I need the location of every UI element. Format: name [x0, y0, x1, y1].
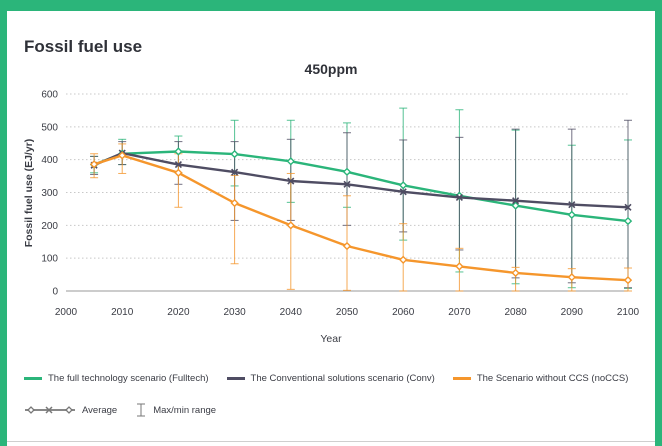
data-point [511, 201, 520, 210]
data-point [342, 241, 352, 251]
y-tick-label: 100 [41, 254, 58, 265]
data-point [399, 188, 407, 196]
y-tick-label: 600 [41, 90, 58, 101]
average-marker-icon [25, 406, 75, 414]
y-tick-label: 400 [41, 155, 58, 166]
error-bar-icon [137, 403, 146, 417]
x-tick-label: 2010 [111, 307, 134, 318]
data-point [567, 210, 576, 220]
x-tick-label: 2020 [167, 307, 190, 318]
x-tick-label: 2040 [280, 307, 303, 318]
y-tick-label: 200 [41, 221, 58, 232]
data-point [623, 275, 633, 285]
x-tick-label: 2090 [561, 307, 584, 318]
legend-label-range: Max/min range [153, 404, 217, 416]
data-point [568, 201, 576, 209]
data-point [174, 168, 183, 177]
data-point [118, 151, 127, 160]
data-point [343, 180, 351, 188]
legend-label-fulltech: The full technology scenario (Fulltech) [48, 373, 209, 384]
data-point [512, 197, 520, 205]
legend-symbols: Average Max/min range [24, 403, 234, 417]
x-tick-label: 2030 [223, 307, 246, 318]
data-point [89, 160, 99, 169]
legend-label-average: Average [82, 404, 118, 416]
x-tick-label: 2000 [55, 307, 78, 318]
legend-item-average: Average [24, 405, 117, 416]
data-point [287, 177, 295, 185]
data-point [399, 181, 408, 190]
data-point [342, 167, 352, 177]
bottom-divider [7, 441, 655, 442]
data-point [455, 262, 464, 271]
data-point [623, 216, 633, 226]
legend-item-range: Max/min range [135, 403, 216, 417]
data-point [455, 193, 463, 201]
legend-item-fulltech: The full technology scenario (Fulltech) [24, 373, 209, 384]
y-tick-label: 500 [41, 122, 58, 133]
x-tick-label: 2070 [448, 307, 471, 318]
x-tick-label: 2060 [392, 307, 415, 318]
legend-swatch-noccs [452, 377, 471, 380]
legend-swatch-conv [226, 377, 245, 380]
data-point [174, 147, 183, 156]
legend-label-conv: The Conventional solutions scenario (Con… [250, 373, 435, 384]
legend-series: The full technology scenario (Fulltech) … [24, 373, 646, 384]
data-point [174, 161, 182, 169]
x-axis-label: Year [320, 333, 342, 345]
chart-title: Fossil fuel use [24, 37, 143, 56]
y-tick-label: 0 [52, 287, 58, 298]
data-point [511, 268, 520, 278]
legend-label-noccs: The Scenario without CCS (noCCS) [476, 373, 629, 384]
data-point [230, 198, 239, 208]
data-point [624, 203, 632, 211]
data-point [567, 273, 576, 282]
legend-item-conv: The Conventional solutions scenario (Con… [226, 373, 435, 384]
x-tick-label: 2050 [336, 307, 359, 318]
x-tick-label: 2100 [617, 307, 640, 318]
data-point [286, 157, 295, 166]
chart-subtitle: 450ppm [304, 61, 358, 77]
series-line [93, 151, 629, 209]
y-tick-label: 300 [41, 188, 58, 199]
legend-swatch-fulltech [24, 377, 42, 380]
data-point [231, 168, 239, 176]
data-point [286, 221, 295, 230]
legend-item-noccs: The Scenario without CCS (noCCS) [452, 373, 629, 384]
data-point [230, 149, 239, 159]
data-point [399, 255, 408, 264]
x-tick-label: 2080 [504, 307, 527, 318]
